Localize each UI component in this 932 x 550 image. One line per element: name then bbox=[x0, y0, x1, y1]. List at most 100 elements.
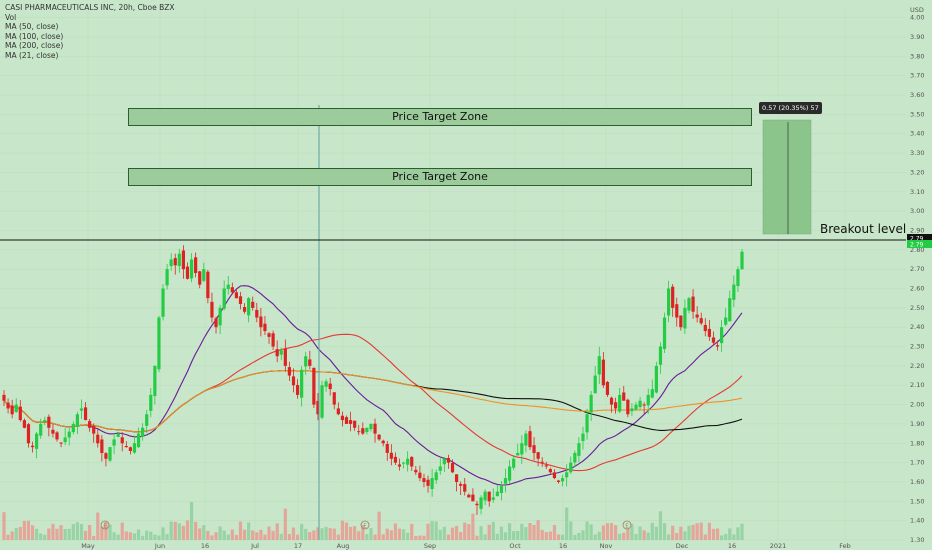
candle-body bbox=[512, 458, 516, 468]
volume-bar bbox=[361, 525, 365, 540]
volume-bar bbox=[406, 532, 410, 540]
candle-body bbox=[332, 392, 336, 405]
candle-body bbox=[406, 458, 410, 465]
candle-body bbox=[667, 288, 671, 316]
candle-body bbox=[569, 462, 573, 473]
candle-body bbox=[308, 359, 312, 366]
candle-body bbox=[169, 259, 173, 267]
volume-bar bbox=[173, 521, 177, 540]
volume-bar bbox=[646, 532, 650, 540]
candle-body bbox=[214, 318, 218, 328]
currency-label: USD bbox=[910, 6, 924, 14]
volume-bar bbox=[124, 531, 128, 540]
candle-body bbox=[275, 349, 279, 357]
y-tick-label: 3.20 bbox=[910, 168, 924, 176]
candle-body bbox=[695, 314, 699, 318]
candle-body bbox=[662, 317, 667, 349]
volume-bar bbox=[295, 534, 300, 540]
price-target-zone-lower[interactable]: Price Target Zone bbox=[128, 168, 752, 186]
volume-bar bbox=[165, 534, 169, 540]
candle-body bbox=[679, 315, 683, 328]
y-tick-label: 1.90 bbox=[910, 420, 924, 428]
volume-bar bbox=[467, 524, 471, 540]
volume-bar bbox=[671, 525, 675, 540]
candle-body bbox=[328, 383, 332, 390]
candle-body bbox=[116, 433, 120, 437]
candle-body bbox=[234, 292, 239, 299]
candle-body bbox=[128, 447, 132, 452]
volume-bar bbox=[434, 521, 438, 540]
y-tick-label: 3.00 bbox=[910, 207, 924, 215]
candle-body bbox=[675, 304, 679, 318]
y-tick-label: 2.00 bbox=[910, 401, 924, 409]
volume-bar bbox=[312, 530, 316, 540]
candlesticks bbox=[2, 245, 744, 515]
volume-bar bbox=[687, 525, 691, 540]
volume-bar bbox=[75, 522, 79, 540]
volume-bar bbox=[581, 530, 585, 540]
grid-lines bbox=[0, 8, 906, 541]
candle-body bbox=[736, 269, 740, 287]
x-tick-label: 16 bbox=[559, 542, 567, 550]
volume-bar bbox=[55, 528, 59, 540]
volume-bar bbox=[715, 528, 720, 540]
volume-bar bbox=[279, 533, 283, 540]
breakout-label: Breakout level bbox=[820, 222, 907, 236]
candle-body bbox=[703, 324, 707, 332]
volume-bar bbox=[626, 529, 630, 540]
volume-bar bbox=[181, 525, 186, 540]
volume-bar bbox=[495, 533, 499, 540]
volume-bar bbox=[638, 526, 642, 540]
volume-bar bbox=[410, 523, 414, 540]
volume-bar bbox=[691, 524, 695, 540]
y-tick-label: 3.40 bbox=[910, 130, 924, 138]
candle-body bbox=[206, 271, 210, 299]
candle-body bbox=[565, 472, 569, 478]
volume-bar bbox=[630, 523, 634, 540]
candle-body bbox=[324, 381, 328, 387]
candle-body bbox=[479, 497, 483, 509]
candle-body bbox=[295, 385, 300, 395]
volume-bar bbox=[446, 534, 451, 540]
candle-body bbox=[593, 375, 597, 394]
candle-body bbox=[88, 421, 92, 428]
volume-bar bbox=[622, 532, 626, 540]
volume-bar bbox=[2, 512, 6, 540]
candle-body bbox=[336, 408, 340, 415]
candle-body bbox=[438, 466, 442, 471]
y-axis: USD 1.30 1.40 1.50 1.60 1.70 1.80 1.90 2.00 2.10 2… bbox=[910, 6, 924, 544]
candle-body bbox=[43, 420, 47, 422]
candle-body bbox=[418, 472, 422, 479]
volume-bar bbox=[230, 529, 234, 540]
volume-bar bbox=[6, 534, 10, 540]
x-tick-label: Jul bbox=[250, 542, 259, 550]
y-tick-label: 3.70 bbox=[910, 72, 924, 80]
volume-bar bbox=[556, 534, 561, 540]
candle-body bbox=[108, 447, 112, 461]
volume-bar bbox=[589, 524, 593, 540]
candle-body bbox=[161, 288, 165, 317]
candle-body bbox=[369, 423, 373, 430]
volume-bar bbox=[198, 528, 202, 540]
volume-bar bbox=[703, 534, 707, 540]
volume-bar bbox=[740, 523, 744, 540]
candle-body bbox=[238, 296, 243, 304]
volume-bar bbox=[573, 534, 577, 540]
volume-bar bbox=[136, 529, 141, 540]
earnings-badge-text: E bbox=[363, 524, 366, 530]
candle-body bbox=[577, 443, 581, 456]
candle-body bbox=[365, 427, 369, 432]
volume-bar bbox=[426, 523, 430, 540]
candle-body bbox=[463, 484, 467, 492]
candle-body bbox=[707, 328, 711, 337]
volume-bar bbox=[328, 528, 332, 540]
price-target-zone-upper[interactable]: Price Target Zone bbox=[128, 108, 752, 126]
volume-bar bbox=[247, 522, 251, 540]
candle-body bbox=[491, 497, 495, 500]
volume-bar bbox=[422, 535, 426, 540]
candle-body bbox=[267, 333, 271, 337]
earnings-badge bbox=[360, 520, 370, 530]
volume-bar bbox=[381, 534, 385, 540]
candle-body bbox=[124, 446, 128, 448]
